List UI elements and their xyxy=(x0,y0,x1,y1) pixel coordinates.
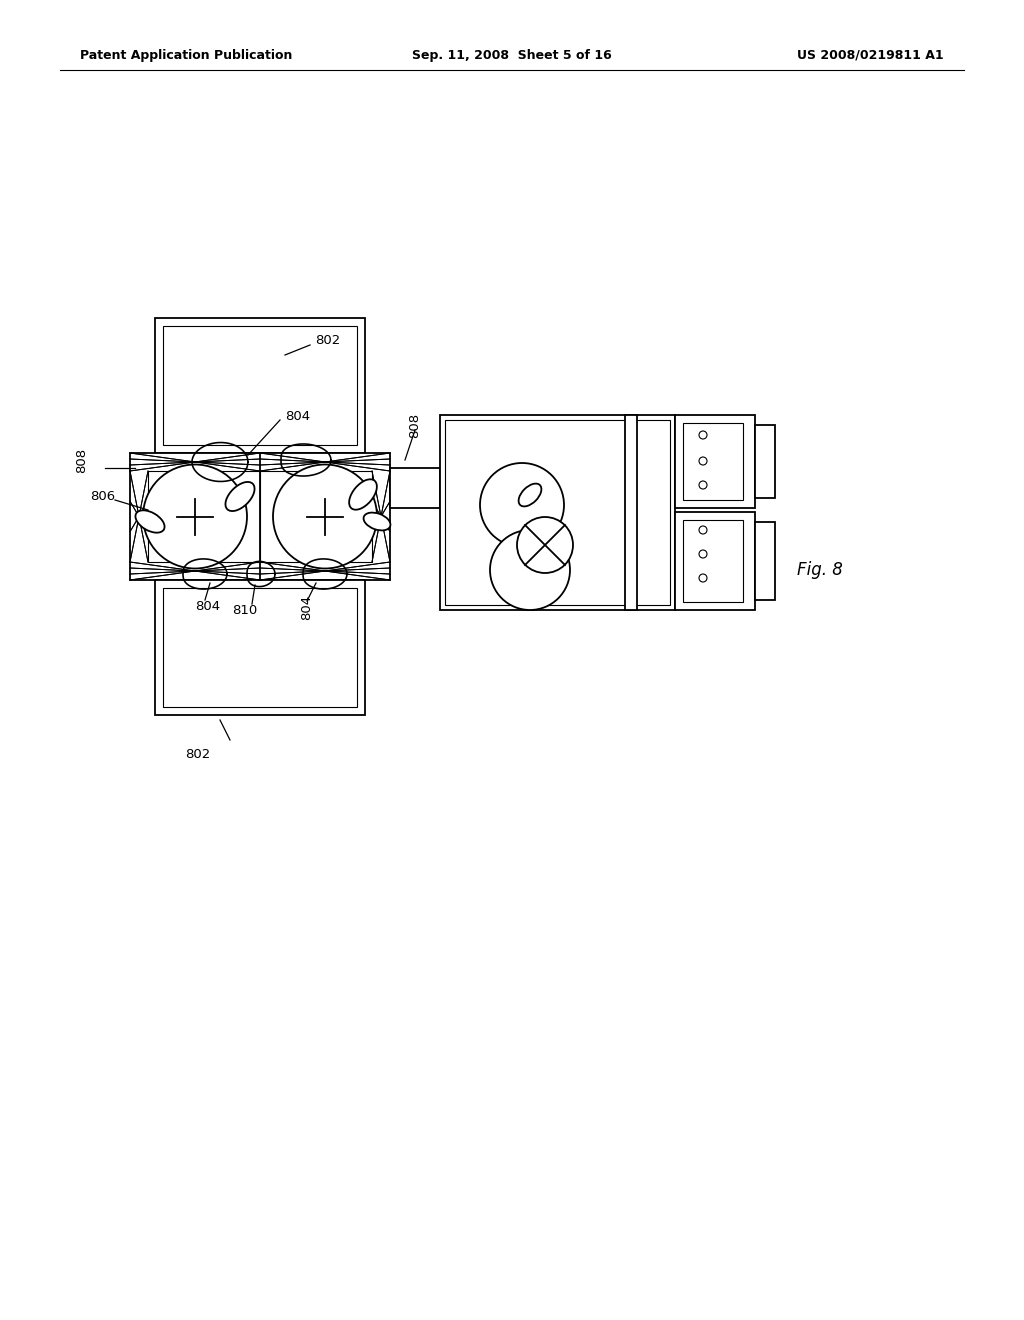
Ellipse shape xyxy=(364,512,390,531)
Ellipse shape xyxy=(518,483,542,507)
Circle shape xyxy=(490,531,570,610)
Bar xyxy=(148,471,372,562)
Bar xyxy=(755,425,775,498)
Bar xyxy=(163,587,357,708)
Text: US 2008/0219811 A1: US 2008/0219811 A1 xyxy=(798,49,944,62)
Bar xyxy=(390,469,440,508)
Text: 804: 804 xyxy=(195,601,220,614)
Ellipse shape xyxy=(225,482,255,511)
Bar xyxy=(163,326,357,445)
Text: Fig. 8: Fig. 8 xyxy=(797,561,843,579)
Circle shape xyxy=(143,465,247,569)
Circle shape xyxy=(699,574,707,582)
Bar xyxy=(440,414,675,610)
Text: 804: 804 xyxy=(300,594,313,619)
Text: 802: 802 xyxy=(185,748,210,762)
Circle shape xyxy=(517,517,573,573)
Bar xyxy=(625,414,637,610)
Bar xyxy=(155,579,365,715)
Text: 810: 810 xyxy=(232,603,258,616)
Bar xyxy=(683,422,743,500)
Text: 804: 804 xyxy=(285,411,310,424)
Circle shape xyxy=(480,463,564,546)
Bar xyxy=(445,420,670,605)
Text: Patent Application Publication: Patent Application Publication xyxy=(80,49,293,62)
Bar xyxy=(675,512,755,610)
Bar xyxy=(683,520,743,602)
Text: 808: 808 xyxy=(409,412,422,437)
Text: 802: 802 xyxy=(315,334,340,346)
Text: Sep. 11, 2008  Sheet 5 of 16: Sep. 11, 2008 Sheet 5 of 16 xyxy=(412,49,612,62)
Bar xyxy=(130,453,390,579)
Circle shape xyxy=(699,550,707,558)
Circle shape xyxy=(273,465,377,569)
Circle shape xyxy=(699,432,707,440)
Bar xyxy=(675,414,755,508)
Ellipse shape xyxy=(135,511,165,533)
Bar xyxy=(755,521,775,601)
Text: 808: 808 xyxy=(75,447,88,473)
Circle shape xyxy=(699,525,707,535)
Bar xyxy=(155,318,365,453)
Ellipse shape xyxy=(349,479,377,510)
Circle shape xyxy=(699,457,707,465)
Circle shape xyxy=(699,480,707,488)
Text: 806: 806 xyxy=(90,491,115,503)
